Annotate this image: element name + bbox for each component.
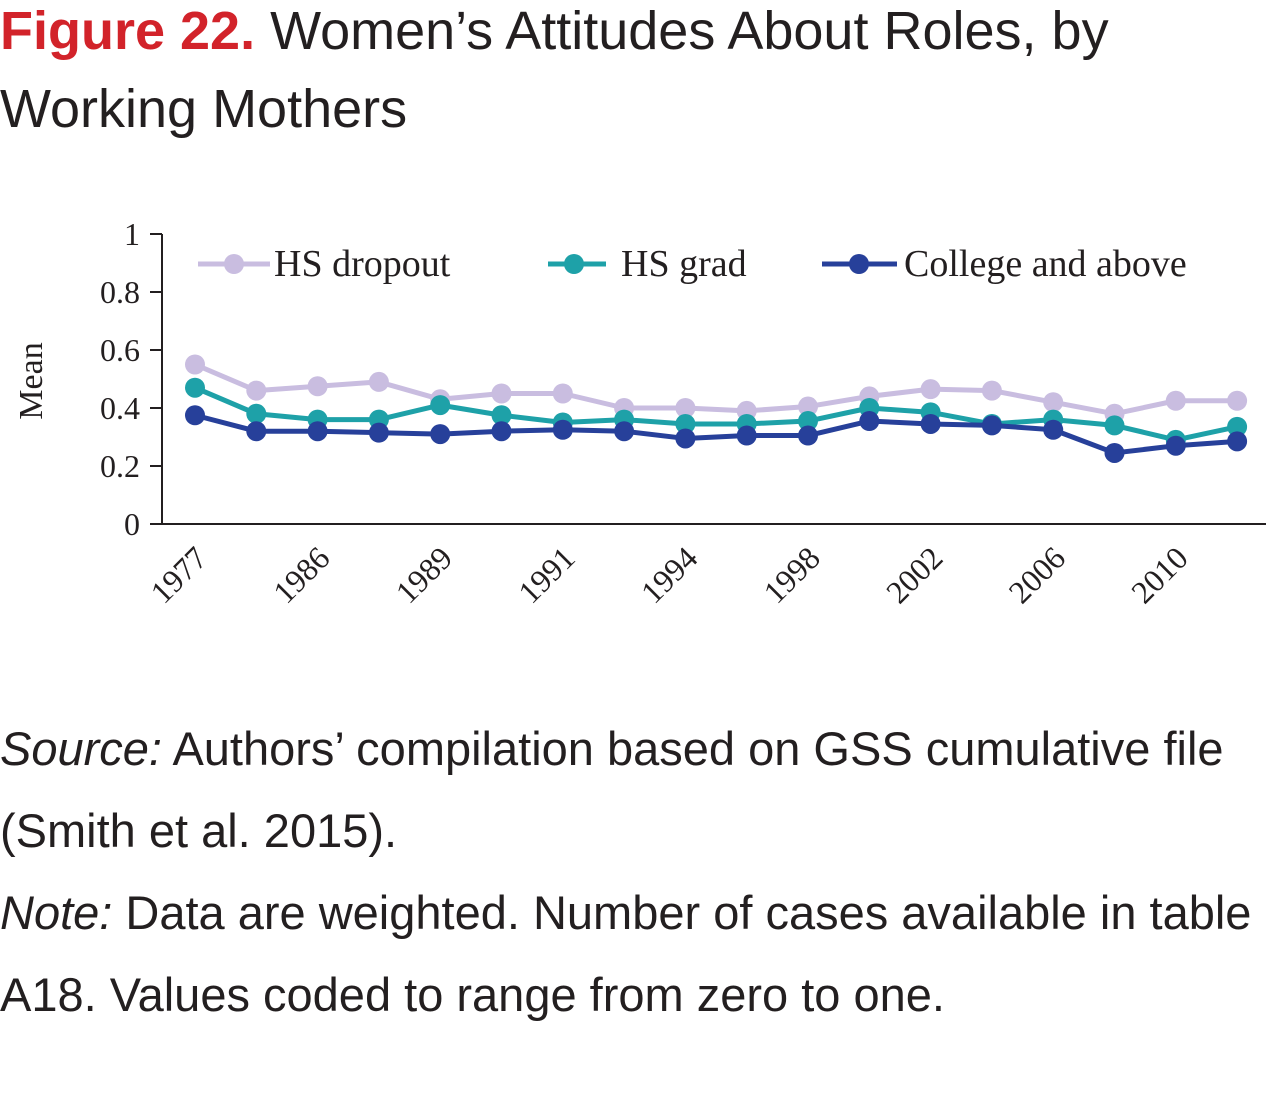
x-tick-label: 1977 xyxy=(143,539,214,610)
data-point xyxy=(491,405,512,426)
series-line xyxy=(194,412,1238,456)
data-point xyxy=(675,398,696,418)
figure-title-text: Women’s Attitudes About Roles, by Workin… xyxy=(0,1,1109,139)
legend-swatch-marker xyxy=(849,254,869,274)
x-tick-label: 1994 xyxy=(634,539,705,610)
data-point xyxy=(675,428,696,449)
data-point xyxy=(1227,416,1248,437)
legend-label: College and above xyxy=(904,243,1187,285)
data-point xyxy=(185,377,205,398)
figure-title: Figure 22. Women’s Attitudes About Roles… xyxy=(0,0,1270,148)
legend-item: HS dropout xyxy=(198,243,451,285)
x-tick-label: 1998 xyxy=(756,539,827,610)
legend-swatch-marker xyxy=(564,254,584,274)
x-tick-label: 1986 xyxy=(266,539,337,610)
note-label: Note: xyxy=(0,886,113,939)
source-note: Source: Authors’ compilation based on GS… xyxy=(0,708,1270,872)
series-hs-dropout xyxy=(185,354,1248,424)
data-point xyxy=(1104,415,1125,436)
data-point xyxy=(185,405,205,426)
data-point xyxy=(368,371,389,392)
data-note: Note: Data are weighted. Number of cases… xyxy=(0,872,1270,1036)
legend-item: College and above xyxy=(822,243,1187,285)
x-tick-label: 2002 xyxy=(879,539,950,610)
data-point xyxy=(368,422,389,443)
data-point xyxy=(552,383,573,404)
data-point xyxy=(1043,419,1064,440)
y-tick-label: 0.8 xyxy=(100,274,140,310)
x-tick-label: 2006 xyxy=(1001,539,1072,610)
legend-item: HS grad xyxy=(548,243,747,285)
data-point xyxy=(246,380,267,401)
data-point xyxy=(491,421,512,442)
data-point xyxy=(798,396,818,417)
data-point xyxy=(1227,431,1248,452)
data-point xyxy=(430,395,451,416)
chart-legend: HS dropout HS grad College and above xyxy=(198,243,1187,285)
data-point xyxy=(246,403,267,424)
data-point xyxy=(1165,435,1186,456)
data-point xyxy=(1043,392,1064,413)
data-point xyxy=(307,421,328,442)
legend-label: HS grad xyxy=(621,243,747,285)
line-chart: 0 0.2 0.4 0.6 0.8 1 Mean 1977 1986 1989 1991 1994 19… xyxy=(13,216,1266,610)
data-point xyxy=(981,380,1002,401)
data-point xyxy=(798,425,818,446)
y-tick-label: 0.6 xyxy=(100,332,140,368)
data-point xyxy=(675,413,696,434)
series-line xyxy=(194,385,1238,443)
data-point xyxy=(614,421,635,442)
series-layer xyxy=(185,354,1248,463)
y-tick-label: 0.2 xyxy=(100,448,140,484)
note-text: Data are weighted. Number of cases avail… xyxy=(0,886,1252,1021)
legend-swatch-marker xyxy=(224,254,244,274)
series-line xyxy=(194,362,1238,417)
data-point xyxy=(736,425,757,446)
data-point xyxy=(981,415,1002,436)
data-point xyxy=(920,379,941,400)
y-tick-label: 1 xyxy=(124,216,140,252)
series-college-and-above xyxy=(185,405,1248,463)
legend-label: HS dropout xyxy=(274,243,451,285)
x-tick-label: 2010 xyxy=(1124,539,1195,610)
data-point xyxy=(1227,390,1248,411)
source-label: Source: xyxy=(0,722,162,775)
x-tick-label: 1989 xyxy=(388,539,459,610)
y-axis-title: Mean xyxy=(13,342,50,419)
figure-notes: Source: Authors’ compilation based on GS… xyxy=(0,708,1270,1036)
source-text: Authors’ compilation based on GSS cumula… xyxy=(0,722,1224,857)
data-point xyxy=(185,354,205,375)
x-tick-label: 1991 xyxy=(511,539,582,610)
figure-label: Figure 22. xyxy=(0,1,256,61)
y-tick-label: 0.4 xyxy=(100,390,140,426)
y-tick-label: 0 xyxy=(124,506,140,542)
data-point xyxy=(920,413,941,434)
data-point xyxy=(307,376,328,397)
data-point xyxy=(430,424,451,445)
data-point xyxy=(859,411,880,432)
data-point xyxy=(798,411,818,432)
data-point xyxy=(1165,390,1186,411)
data-point xyxy=(246,421,267,442)
data-point xyxy=(1104,442,1125,463)
data-point xyxy=(552,419,573,440)
data-point xyxy=(491,383,512,404)
